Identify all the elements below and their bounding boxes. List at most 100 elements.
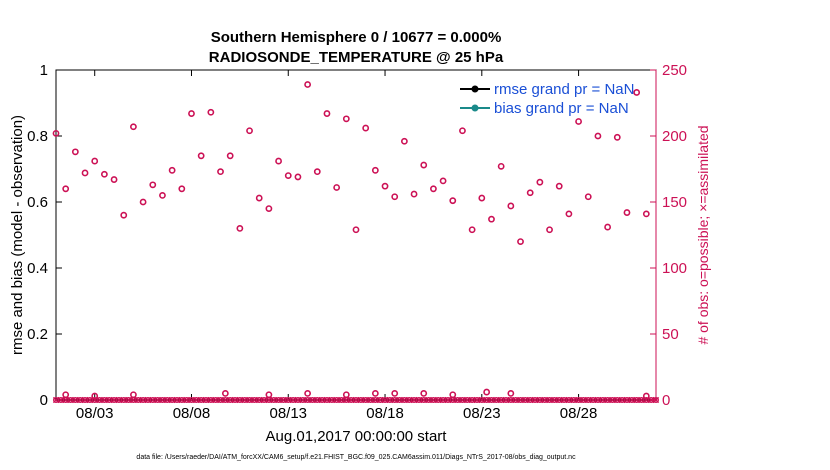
assimilated-obs-point [406, 396, 413, 404]
possible-obs-point [536, 178, 544, 186]
assimilated-obs-point [207, 396, 214, 404]
assimilated-obs-point [135, 396, 142, 404]
assimilated-obs-point [130, 396, 137, 404]
assimilated-obs-point [444, 396, 452, 404]
possible-obs-point [633, 89, 641, 96]
legend-rmse-label: rmse grand pr = NaN [494, 81, 634, 98]
assimilated-obs-point [633, 396, 640, 404]
assimilated-obs-point [348, 396, 355, 404]
assimilated-obs-point [454, 396, 461, 404]
possible-obs-point [604, 223, 612, 231]
assimilated-obs-point [628, 396, 635, 404]
possible-obs-point [526, 189, 534, 197]
possible-obs-point [323, 110, 331, 117]
x-axis-label: Aug.01,2017 00:00:00 start [266, 428, 448, 445]
possible-obs-point [352, 226, 360, 234]
assimilated-obs-point [498, 396, 505, 404]
x-tick-label: 08/23 [463, 405, 501, 422]
assimilated-obs-point [469, 396, 476, 404]
left-y-tick-label: 0.8 [27, 128, 48, 145]
possible-obs-point [284, 172, 292, 179]
possible-obs-point [120, 211, 128, 219]
assimilated-obs-point [144, 396, 152, 404]
possible-obs-point [110, 176, 118, 183]
assimilated-obs-point [91, 396, 98, 404]
assimilated-obs-point [599, 396, 606, 404]
assimilated-obs-point [594, 396, 602, 404]
assimilated-obs-point [575, 396, 582, 404]
assimilated-obs-point [478, 396, 485, 404]
assimilated-obs-point [246, 396, 253, 404]
assimilated-obs-point [648, 396, 655, 404]
plot-area [55, 69, 657, 401]
assimilated-obs-point [512, 396, 519, 404]
assimilated-obs-point [338, 396, 345, 404]
assimilated-obs-point [377, 396, 384, 404]
possible-obs-point [400, 137, 408, 145]
assimilated-obs-point [580, 396, 587, 404]
possible-obs-point [371, 166, 379, 174]
possible-obs-point [584, 193, 592, 201]
assimilated-obs-point [188, 396, 195, 404]
possible-obs-point [371, 389, 379, 397]
assimilated-obs-point [125, 396, 132, 404]
assimilated-obs-point [531, 396, 539, 404]
assimilated-obs-point [236, 396, 243, 404]
possible-obs-point [642, 210, 650, 218]
assimilated-obs-point [101, 396, 108, 404]
possible-obs-point [546, 226, 553, 234]
assimilated-obs-point [231, 396, 239, 404]
assimilated-obs-point [72, 396, 79, 404]
right-y-tick-label: 50 [662, 326, 679, 343]
assimilated-obs-point [565, 396, 572, 404]
right-y-tick-label: 100 [662, 260, 687, 277]
possible-obs-point [555, 182, 563, 190]
x-tick-label: 08/13 [269, 405, 307, 422]
assimilated-obs-point [386, 396, 393, 404]
possible-obs-point [255, 194, 263, 202]
possible-obs-point [420, 389, 428, 397]
right-y-axis-label: # of obs: o=possible; ×=assimilated [695, 125, 711, 344]
possible-obs-point [168, 166, 176, 174]
possible-obs-point [207, 108, 215, 116]
right-y-tick-label: 200 [662, 128, 687, 145]
possible-obs-point [139, 198, 147, 206]
possible-obs-point [159, 191, 166, 199]
assimilated-obs-point [265, 396, 272, 404]
assimilated-obs-point [652, 396, 660, 404]
assimilated-obs-point [256, 396, 263, 404]
possible-obs-point [483, 388, 491, 396]
assimilated-obs-point [290, 396, 297, 404]
assimilated-obs-point [638, 396, 645, 404]
possible-zero-point [652, 397, 659, 404]
assimilated-obs-point [415, 396, 422, 404]
possible-obs-point [178, 185, 186, 193]
assimilated-obs-point [314, 396, 321, 404]
assimilated-obs-point [435, 396, 442, 404]
assimilated-obs-point [352, 396, 360, 404]
possible-obs-point [468, 226, 476, 234]
possible-obs-point [575, 118, 582, 125]
x-tick-label: 08/28 [560, 405, 598, 422]
legend-bias-marker [471, 104, 479, 112]
assimilated-obs-point [149, 396, 156, 404]
assimilated-obs-point [570, 396, 577, 404]
possible-obs-point [91, 392, 99, 400]
possible-obs-point [391, 389, 399, 397]
assimilated-obs-point [604, 396, 611, 404]
assimilated-obs-point [275, 396, 282, 404]
assimilated-obs-point [323, 396, 331, 404]
assimilated-obs-point [159, 396, 166, 404]
possible-obs-point [246, 127, 253, 135]
assimilated-obs-point [507, 396, 514, 404]
assimilated-obs-point [309, 396, 316, 404]
assimilated-obs-point [502, 396, 510, 404]
assimilated-obs-point [396, 396, 403, 404]
assimilated-obs-point [67, 396, 74, 404]
assimilated-obs-point [609, 396, 616, 404]
assimilated-obs-point [643, 396, 650, 404]
assimilated-obs-point [140, 396, 147, 404]
assimilated-obs-point [52, 396, 60, 404]
assimilated-obs-point [193, 396, 200, 404]
